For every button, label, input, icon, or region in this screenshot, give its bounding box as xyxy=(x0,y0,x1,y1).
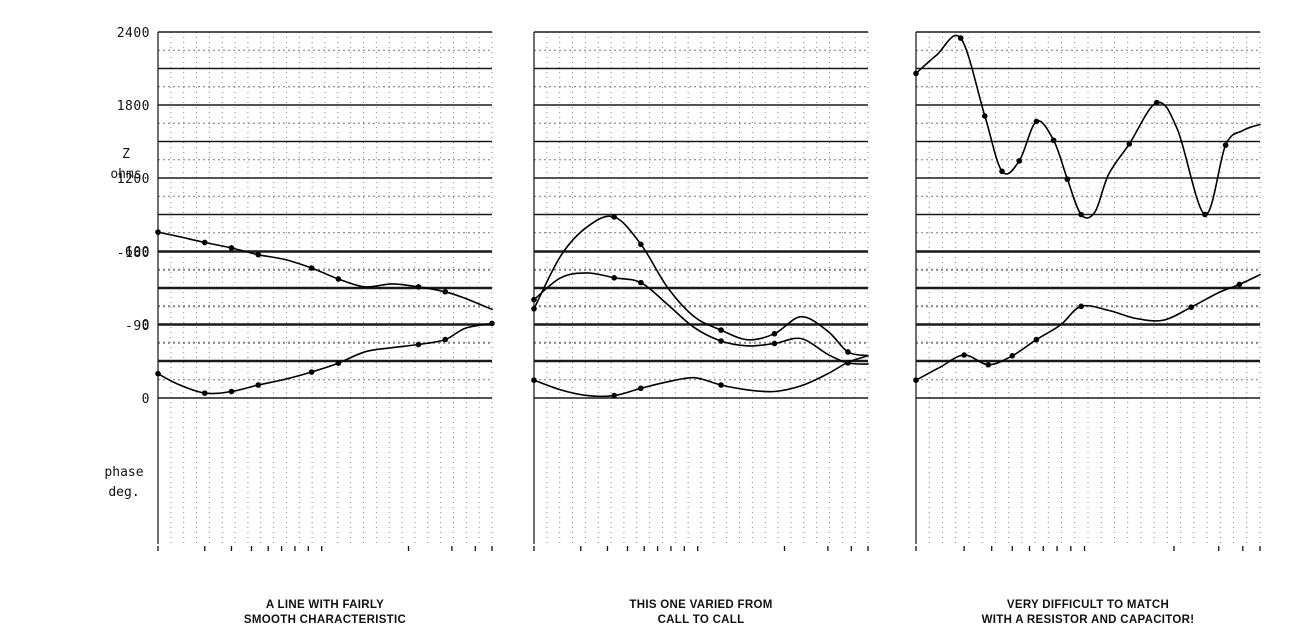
phase-data-point xyxy=(1033,336,1040,343)
impedance-data-point xyxy=(638,279,644,286)
impedance-series-line-1 xyxy=(533,215,869,357)
phase-data-point xyxy=(638,385,644,392)
phase-axis-unit: deg. xyxy=(108,485,139,500)
phase-data-point xyxy=(155,370,161,377)
phase-data-point xyxy=(442,336,449,343)
phase-data-point xyxy=(415,341,422,348)
impedance-data-point xyxy=(308,265,315,271)
phase-tick-label: -180 xyxy=(117,246,150,261)
impedance-tick-label: 600 xyxy=(125,245,150,260)
chart-panel-3: VERY DIFFICULT TO MATCH WITH A RESISTOR A… xyxy=(913,31,1261,626)
impedance-data-point xyxy=(531,296,537,303)
phase-data-point xyxy=(718,382,724,388)
chart-caption-line: WITH A RESISTOR AND CAPACITOR! xyxy=(982,614,1195,626)
phase-data-point xyxy=(228,388,235,395)
impedance-data-point xyxy=(1050,137,1057,144)
chart-caption-line: SMOOTH CHARACTERISTIC xyxy=(244,614,406,626)
phase-data-point xyxy=(489,320,495,327)
impedance-data-point xyxy=(913,70,919,77)
impedance-axis-label: Z xyxy=(122,147,130,162)
impedance-tick-label: 2400 xyxy=(117,26,150,41)
impedance-tick-label: 1200 xyxy=(117,172,150,187)
phase-tick-label: -90 xyxy=(125,319,150,334)
impedance-data-point xyxy=(957,35,964,41)
phase-data-point xyxy=(611,392,617,399)
impedance-data-point xyxy=(999,168,1005,175)
chart-caption-line: VERY DIFFICULT TO MATCH xyxy=(1007,599,1169,611)
phase-tick-label: 0 xyxy=(142,392,150,407)
phase-data-point xyxy=(531,377,537,383)
impedance-data-point xyxy=(1078,211,1084,218)
impedance-data-point xyxy=(335,276,342,282)
impedance-data-point xyxy=(611,214,617,220)
phase-data-point xyxy=(913,377,919,383)
impedance-data-point xyxy=(771,330,778,337)
impedance-data-point xyxy=(255,251,261,258)
impedance-axis-unit: ohms xyxy=(110,167,141,182)
impedance-data-point xyxy=(771,340,778,347)
impedance-data-point xyxy=(845,349,851,355)
impedance-data-point xyxy=(1154,99,1160,106)
phase-data-point xyxy=(1188,304,1194,310)
phase-axis-label: phase xyxy=(104,465,143,480)
impedance-series-line-2 xyxy=(533,272,869,365)
impedance-data-point xyxy=(1202,211,1208,218)
impedance-data-point xyxy=(1222,142,1229,148)
impedance-data-point xyxy=(638,241,644,248)
phase-data-point xyxy=(1009,353,1016,359)
impedance-data-point xyxy=(982,113,988,119)
phase-data-point xyxy=(1236,281,1243,288)
impedance-data-point xyxy=(718,338,724,344)
phase-data-point xyxy=(255,382,261,388)
phase-data-point xyxy=(1078,303,1084,310)
impedance-data-point xyxy=(201,239,208,246)
impedance-data-point xyxy=(611,274,617,281)
impedance-data-point xyxy=(1033,118,1040,125)
impedance-data-point xyxy=(1126,141,1133,147)
chart-caption-line: THIS ONE VARIED FROM xyxy=(629,599,772,611)
chart-caption-line: CALL TO CALL xyxy=(658,614,745,626)
chart-caption-line: A LINE WITH FAIRLY xyxy=(266,599,384,611)
impedance-data-point xyxy=(718,327,724,333)
impedance-data-point xyxy=(442,288,449,295)
phase-data-point xyxy=(308,369,315,375)
impedance-data-point xyxy=(415,284,422,290)
chart-panel-2: THIS ONE VARIED FROM CALL TO CALL xyxy=(531,31,869,626)
impedance-tick-label: 0 xyxy=(142,318,150,333)
impedance-data-point xyxy=(228,245,235,251)
phase-series-line-1 xyxy=(533,355,869,398)
impedance-tick-label: 1800 xyxy=(117,99,150,114)
phase-data-point xyxy=(985,361,992,368)
impedance-data-point xyxy=(1016,158,1022,164)
impedance-data-point xyxy=(1064,176,1071,183)
phase-data-point xyxy=(961,352,967,358)
chart-panel-1: A LINE WITH FAIRLY SMOOTH CHARACTERISTIC xyxy=(155,31,495,626)
phase-series-line-1 xyxy=(157,322,493,395)
impedance-data-point xyxy=(155,229,161,235)
phase-data-point xyxy=(201,390,208,396)
impedance-data-point xyxy=(531,305,537,312)
phase-data-point xyxy=(335,360,342,366)
